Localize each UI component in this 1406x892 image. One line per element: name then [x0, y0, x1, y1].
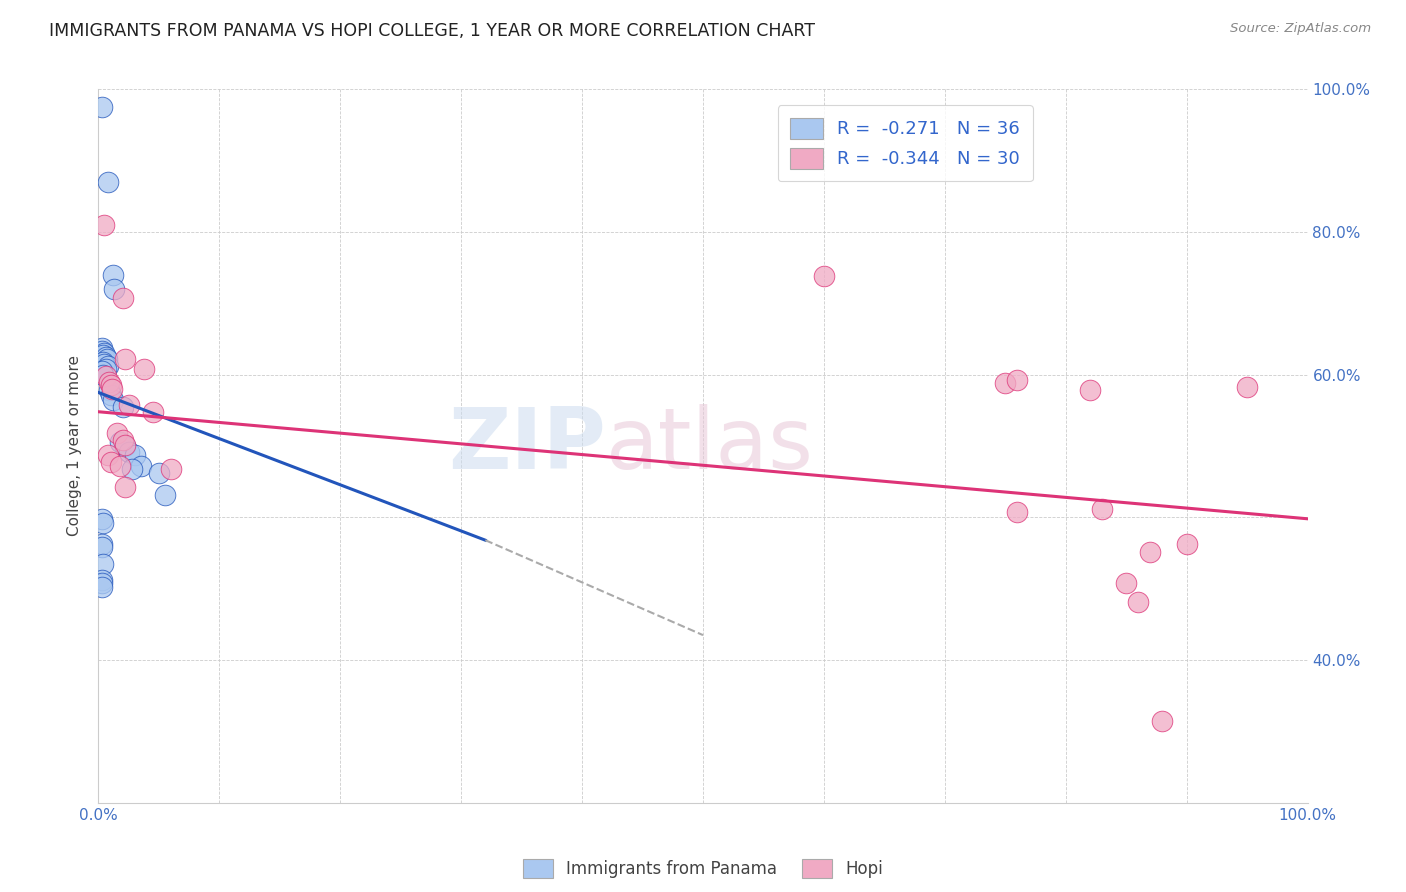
Point: [1128, 594, 1150, 608]
Point: [103, 282, 125, 296]
Point: [96, 351, 118, 366]
Point: [994, 376, 1017, 391]
Text: ZIP: ZIP: [449, 404, 606, 488]
Point: [91, 541, 114, 555]
Point: [91, 516, 114, 530]
Point: [108, 435, 131, 450]
Legend: Immigrants from Panama, Hopi: Immigrants from Panama, Hopi: [515, 850, 891, 887]
Point: [91, 355, 114, 369]
Point: [91, 557, 114, 571]
Point: [111, 434, 134, 448]
Point: [105, 426, 128, 441]
Point: [93, 357, 115, 371]
Text: Source: ZipAtlas.com: Source: ZipAtlas.com: [1230, 22, 1371, 36]
Point: [100, 455, 122, 469]
Point: [129, 458, 152, 473]
Point: [111, 291, 134, 305]
Point: [97, 175, 120, 189]
Point: [121, 462, 143, 476]
Point: [98, 384, 121, 398]
Point: [114, 351, 136, 366]
Point: [91, 368, 114, 382]
Point: [1115, 576, 1137, 591]
Point: [100, 382, 122, 396]
Point: [91, 576, 114, 591]
Point: [94, 362, 117, 376]
Point: [118, 398, 141, 412]
Point: [1175, 537, 1198, 551]
Point: [91, 512, 114, 526]
Point: [97, 448, 120, 462]
Point: [91, 348, 114, 362]
Point: [1078, 384, 1101, 398]
Point: [148, 466, 170, 480]
Point: [98, 375, 121, 389]
Point: [93, 346, 115, 360]
Point: [91, 364, 114, 378]
Point: [813, 269, 835, 284]
Point: [134, 362, 156, 376]
Point: [97, 359, 120, 373]
Point: [91, 341, 114, 355]
Point: [1091, 501, 1114, 516]
Text: atlas: atlas: [606, 404, 814, 488]
Text: IMMIGRANTS FROM PANAMA VS HOPI COLLEGE, 1 YEAR OR MORE CORRELATION CHART: IMMIGRANTS FROM PANAMA VS HOPI COLLEGE, …: [49, 22, 815, 40]
Point: [124, 448, 146, 462]
Point: [101, 392, 124, 407]
Point: [101, 268, 124, 282]
Point: [1139, 544, 1161, 558]
Point: [114, 480, 136, 494]
Point: [142, 405, 165, 419]
Point: [114, 437, 136, 451]
Point: [114, 439, 136, 453]
Point: [1236, 380, 1258, 394]
Point: [91, 580, 114, 594]
Point: [111, 400, 134, 414]
Point: [100, 378, 122, 392]
Point: [91, 344, 114, 359]
Point: [118, 444, 141, 458]
Point: [153, 487, 176, 501]
Point: [94, 369, 117, 384]
Point: [1007, 373, 1029, 387]
Point: [1007, 505, 1029, 519]
Point: [108, 458, 131, 473]
Point: [160, 462, 183, 476]
Point: [91, 100, 114, 114]
Point: [91, 573, 114, 587]
Y-axis label: College, 1 year or more: College, 1 year or more: [67, 356, 83, 536]
Point: [91, 537, 114, 551]
Point: [93, 218, 115, 232]
Point: [100, 387, 122, 401]
Point: [1152, 714, 1174, 728]
Point: [94, 350, 117, 364]
